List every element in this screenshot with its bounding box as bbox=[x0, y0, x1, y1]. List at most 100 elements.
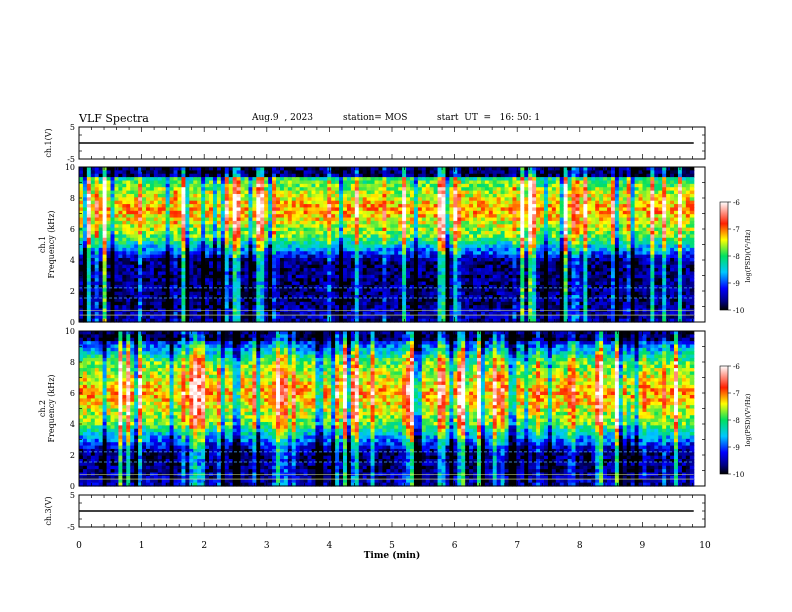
spectrogram-cell bbox=[142, 190, 147, 195]
spectrogram-cell bbox=[153, 207, 159, 212]
spectrogram-cell bbox=[173, 241, 179, 246]
spectrogram-cell bbox=[465, 173, 470, 178]
spectrogram-cell bbox=[480, 207, 486, 212]
spectrogram-cell bbox=[205, 257, 210, 262]
spectrogram-cell bbox=[303, 311, 309, 316]
spectrogram-cell bbox=[346, 247, 352, 252]
spectrogram-cell bbox=[82, 177, 88, 182]
spectrogram-cell bbox=[228, 268, 234, 273]
spectrogram-cell bbox=[410, 224, 415, 229]
spectrogram-cell bbox=[295, 298, 301, 303]
spectrogram-cell bbox=[212, 204, 218, 209]
spectrogram-cell bbox=[465, 257, 470, 262]
spectrogram-cell bbox=[224, 315, 230, 320]
spectrogram-cell bbox=[268, 167, 273, 171]
spectrogram-cell bbox=[445, 241, 451, 246]
spectrogram-cell bbox=[417, 288, 423, 293]
spectrogram-cell bbox=[343, 217, 348, 222]
spectrogram-cell bbox=[165, 200, 171, 205]
spectrogram-cell bbox=[496, 167, 502, 171]
spectrogram-cell bbox=[473, 315, 478, 320]
spectrogram-cell bbox=[106, 220, 112, 225]
spectrogram-cell bbox=[197, 311, 202, 316]
spectrogram-cell bbox=[181, 298, 186, 303]
spectrogram-cell bbox=[469, 301, 474, 306]
spectrogram-cell bbox=[315, 247, 320, 252]
spectrogram-cell bbox=[382, 183, 387, 188]
spectrogram-cell bbox=[492, 315, 498, 320]
spectrogram-cell bbox=[185, 261, 190, 266]
spectrogram-cell bbox=[240, 264, 246, 269]
spectrogram-cell bbox=[315, 210, 320, 215]
spectrogram-cell bbox=[272, 177, 277, 182]
spectrogram-cell bbox=[449, 190, 454, 195]
spectrogram-cell bbox=[354, 214, 360, 219]
spectrogram-cell bbox=[343, 254, 348, 259]
spectrogram-cell bbox=[224, 241, 230, 246]
spectrogram-cell bbox=[216, 237, 222, 242]
spectrogram-cell bbox=[425, 173, 431, 178]
spectrogram-cell bbox=[185, 224, 190, 229]
spectrogram-cell bbox=[366, 264, 372, 269]
spectrogram-cell bbox=[291, 291, 297, 296]
spectrogram-cell bbox=[134, 268, 139, 273]
spectrogram-cell bbox=[205, 274, 210, 279]
spectrogram-cell bbox=[126, 298, 131, 303]
spectrogram-cell bbox=[445, 234, 451, 239]
spectrogram-cell bbox=[224, 298, 230, 303]
spectrogram-cell bbox=[350, 261, 356, 266]
spectrogram-cell bbox=[382, 180, 387, 185]
spectrogram-cell bbox=[260, 271, 265, 276]
spectrogram-cell bbox=[134, 214, 139, 219]
spectrogram-cell bbox=[185, 264, 190, 269]
spectrogram-cell bbox=[477, 214, 482, 219]
spectrogram-cell bbox=[244, 268, 250, 273]
spectrogram-cell bbox=[173, 183, 179, 188]
spectrogram-cell bbox=[386, 234, 391, 239]
spectrogram-cell bbox=[303, 170, 309, 175]
spectrogram-cell bbox=[307, 183, 313, 188]
spectrogram-cell bbox=[165, 271, 171, 276]
spectrogram-cell bbox=[421, 257, 427, 262]
spectrogram-cell bbox=[362, 284, 368, 289]
spectrogram-cell bbox=[295, 284, 301, 289]
spectrogram-cell bbox=[496, 187, 502, 192]
spectrogram-cell bbox=[216, 224, 222, 229]
spectrogram-cell bbox=[220, 224, 226, 229]
spectrogram-cell bbox=[477, 237, 482, 242]
spectrogram-cell bbox=[181, 264, 186, 269]
spectrogram-cell bbox=[177, 315, 183, 320]
spectrogram-cell bbox=[197, 268, 202, 273]
spectrogram-cell bbox=[437, 288, 443, 293]
spectrogram-cell bbox=[410, 254, 415, 259]
spectrogram-cell bbox=[122, 224, 127, 229]
spectrogram-cell bbox=[153, 288, 159, 293]
spectrogram-cell bbox=[358, 301, 364, 306]
spectrogram-cell bbox=[441, 251, 447, 256]
spectrogram-cell bbox=[142, 241, 147, 246]
spectrogram-cell bbox=[374, 173, 380, 178]
spectrogram-cell bbox=[138, 305, 143, 310]
spectrogram-cell bbox=[484, 170, 490, 175]
spectrogram-cell bbox=[181, 284, 186, 289]
spectrogram-cell bbox=[484, 183, 490, 188]
spectrogram-cell bbox=[413, 227, 419, 232]
spectrogram-cell bbox=[169, 217, 175, 222]
spectrogram-cell bbox=[370, 173, 376, 178]
spectrogram-cell bbox=[220, 234, 226, 239]
spectrogram-cell bbox=[398, 207, 403, 212]
spectrogram-cell bbox=[228, 298, 234, 303]
spectrogram-cell bbox=[374, 264, 380, 269]
spectrogram-cell bbox=[264, 311, 269, 316]
spectrogram-cell bbox=[323, 288, 328, 293]
spectrogram-cell bbox=[417, 315, 423, 320]
spectrogram-cell bbox=[134, 244, 139, 249]
spectrogram-cell bbox=[79, 217, 84, 222]
spectrogram-cell bbox=[149, 180, 155, 185]
spectrogram-cell bbox=[114, 234, 120, 239]
spectrogram-cell bbox=[441, 204, 447, 209]
spectrogram-cell bbox=[453, 200, 458, 205]
spectrogram-cell bbox=[142, 224, 147, 229]
spectrogram-cell bbox=[142, 214, 147, 219]
spectrogram-cell bbox=[98, 264, 104, 269]
